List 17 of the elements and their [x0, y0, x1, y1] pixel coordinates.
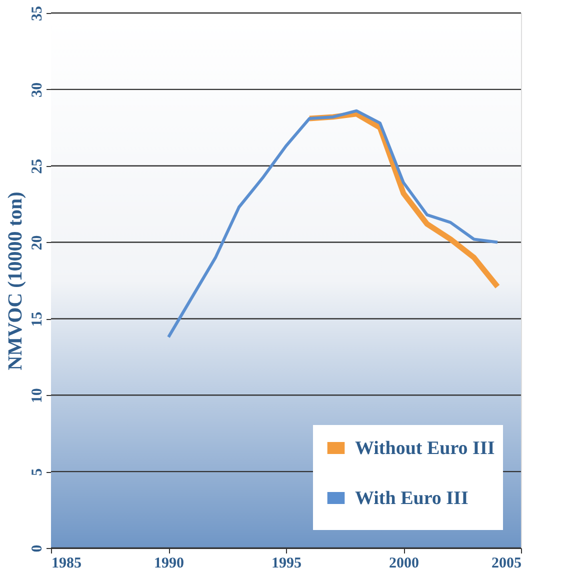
y-tick-label: 35	[30, 6, 46, 21]
legend-label: Without Euro III	[355, 438, 495, 459]
line-series	[167, 109, 499, 339]
y-tick-label: 5	[30, 468, 46, 476]
y-tick-label: 25	[30, 158, 46, 174]
legend-label: With Euro III	[355, 488, 468, 509]
x-tick-label: 2000	[389, 556, 419, 572]
y-tick-label: 30	[30, 82, 46, 98]
y-tick-label: 10	[30, 388, 46, 404]
x-tick-label: 1990	[154, 556, 184, 572]
y-tick-label: 20	[30, 235, 46, 250]
y-tick-label: 15	[30, 312, 46, 327]
y-tick-label: 0	[30, 544, 46, 552]
x-tick-label: 1985	[52, 556, 82, 572]
x-tick-label: 2005	[492, 556, 522, 572]
x-tick-label: 1995	[272, 556, 302, 572]
y-axis-title: NMVOC (10000 ton)	[4, 192, 26, 370]
